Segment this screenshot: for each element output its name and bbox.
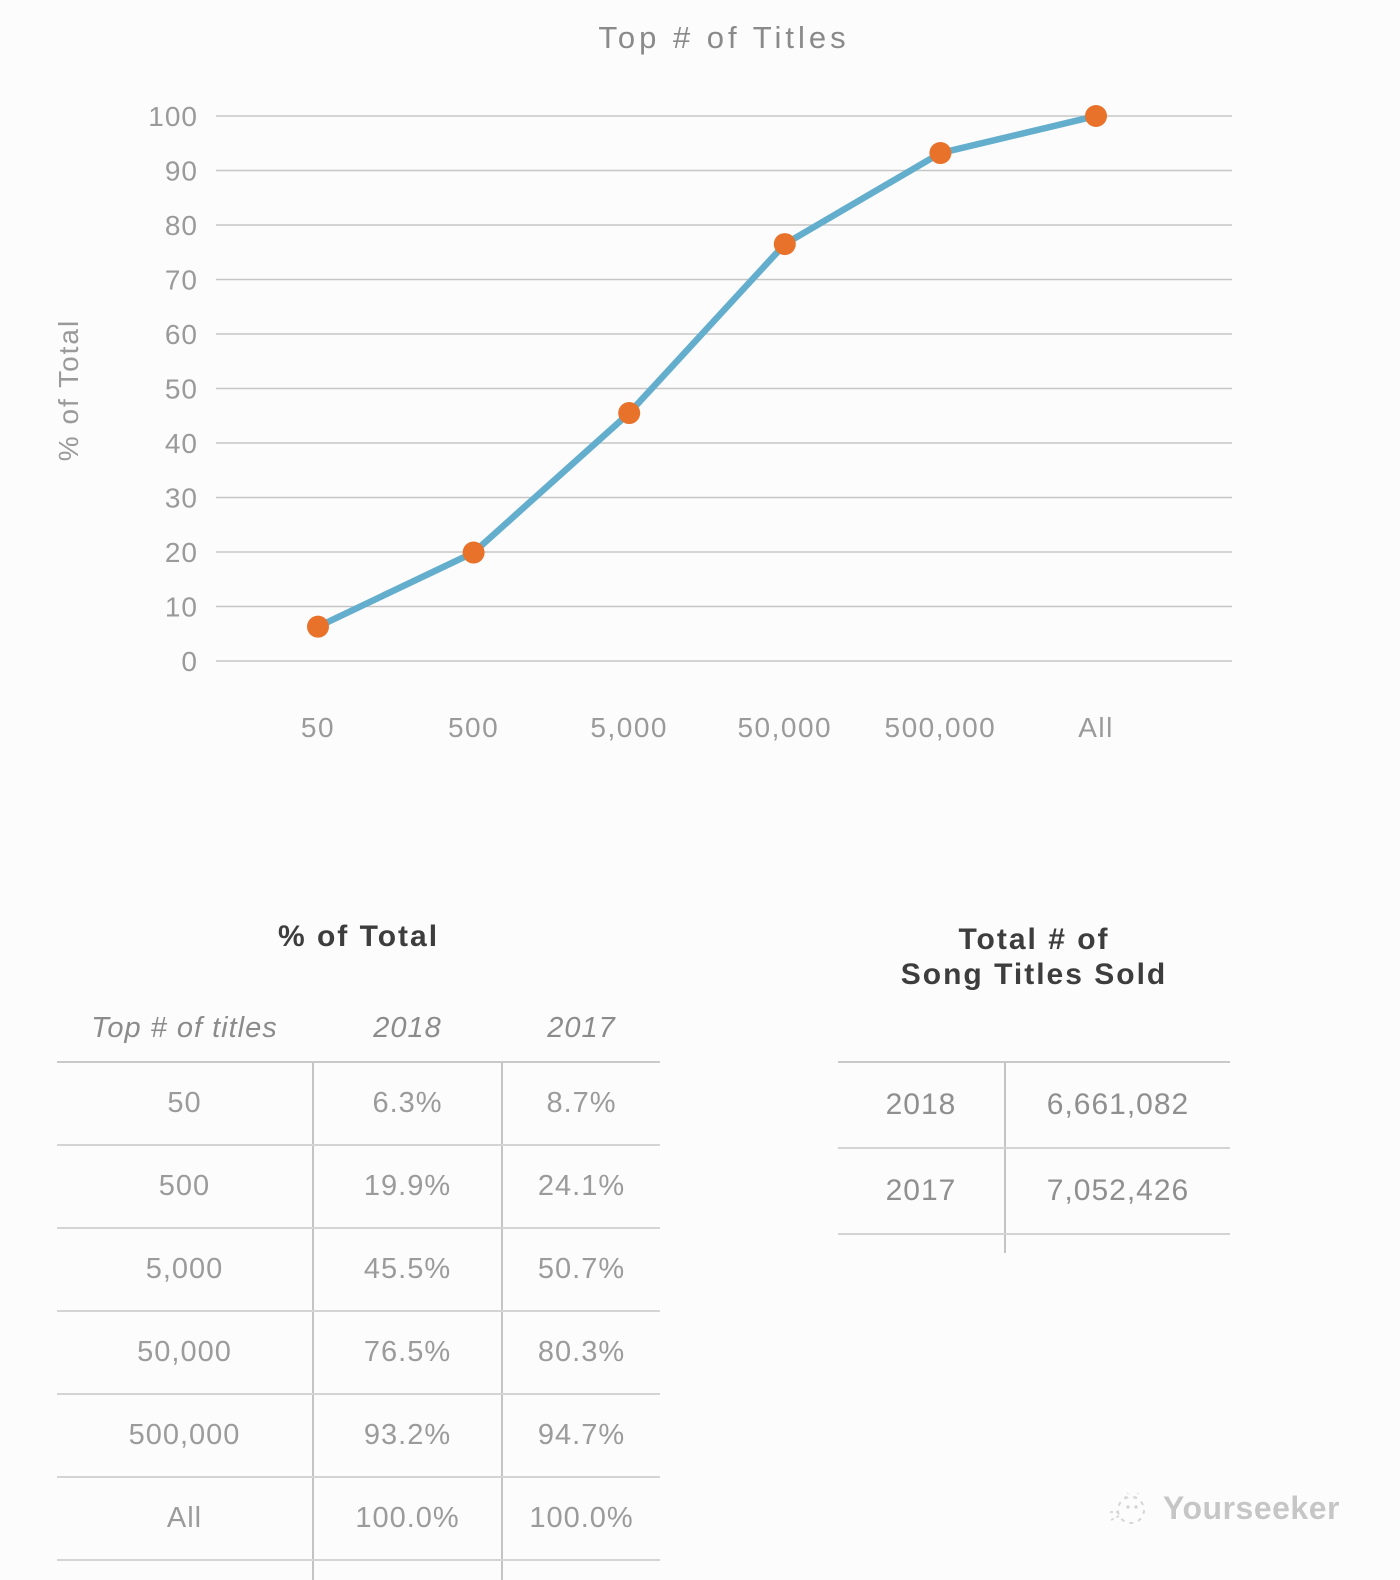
- data-point-marker: [462, 541, 485, 564]
- cell-2017: 94.7%: [537, 1419, 626, 1451]
- table-row: 50,000 76.5% 80.3%: [57, 1312, 660, 1395]
- y-tick-label: 80: [165, 210, 198, 241]
- y-axis-tick-labels: 0 10 20 30 40 50 60 70 80 90 100: [148, 101, 198, 677]
- cell-2018: 6.3%: [312, 1063, 503, 1144]
- cell-2017: 24.1%: [537, 1170, 626, 1202]
- cell-year: 2018: [838, 1063, 1006, 1147]
- totals-title-line2: Song Titles Sold: [900, 958, 1168, 991]
- y-tick-label: 60: [165, 319, 198, 350]
- column-header-2018: 2018: [373, 1011, 442, 1044]
- cell-2017: 50.7%: [537, 1253, 626, 1285]
- watermark-text: Yourseeker: [1163, 1489, 1340, 1526]
- y-tick-label: 70: [165, 265, 198, 296]
- cell-total: 7,052,426: [1046, 1174, 1190, 1207]
- x-tick-label: 500,000: [885, 712, 997, 743]
- y-tick-label: 90: [165, 156, 198, 187]
- y-tick-label: 40: [165, 428, 198, 459]
- percent-table: 50 6.3% 8.7% 500 19.9% 24.1% 5,000 45.5%…: [57, 1061, 660, 1580]
- totals-title-line1: Total # of: [958, 923, 1110, 956]
- data-point-marker: [929, 142, 952, 165]
- table-row: All 100.0% 100.0%: [57, 1478, 660, 1561]
- y-tick-label: 10: [165, 592, 198, 623]
- cell-label: 5,000: [145, 1253, 224, 1285]
- y-tick-label: 0: [181, 646, 198, 677]
- cell-2018: 76.5%: [312, 1312, 503, 1393]
- gridlines: [216, 115, 1232, 662]
- line-chart: Top # of Titles % of Total 0 10 20 30 40 50 60…: [53, 20, 1232, 743]
- percent-table-title: % of Total: [277, 920, 440, 953]
- x-axis-tick-labels: 50 500 5,000 50,000 500,000 All: [301, 712, 1114, 743]
- column-header-top-titles: Top # of titles: [91, 1011, 278, 1044]
- cell-2018: 100.0%: [312, 1478, 503, 1559]
- data-point-marker: [1085, 105, 1107, 127]
- table-row: 500 19.9% 24.1%: [57, 1146, 660, 1229]
- table-row: 2018 6,661,082: [838, 1063, 1230, 1149]
- table-row: 500,000 93.2% 94.7%: [57, 1395, 660, 1478]
- table-border-stub: [838, 1235, 1230, 1253]
- cell-2018: 45.5%: [312, 1229, 503, 1310]
- x-tick-label: All: [1078, 712, 1114, 743]
- totals-table-title: Total # of Song Titles Sold: [838, 922, 1230, 992]
- cell-label: 500,000: [128, 1419, 241, 1451]
- cell-2018: 19.9%: [312, 1146, 503, 1227]
- cell-2017: 8.7%: [546, 1087, 617, 1119]
- chart-title: Top # of Titles: [598, 20, 849, 55]
- totals-table: 2018 6,661,082 2017 7,052,426: [838, 1061, 1230, 1253]
- yourseeker-logo-icon: [1109, 1492, 1145, 1524]
- cell-2017: 80.3%: [537, 1336, 626, 1368]
- cell-label: 50,000: [137, 1336, 232, 1368]
- column-header-2017: 2017: [547, 1011, 616, 1044]
- data-point-markers: [307, 105, 1107, 638]
- table-row: 5,000 45.5% 50.7%: [57, 1229, 660, 1312]
- series-line-2018: [314, 112, 1100, 630]
- x-tick-label: 50: [301, 712, 335, 743]
- y-tick-label: 100: [148, 101, 198, 132]
- y-tick-label: 30: [165, 483, 198, 514]
- table-row: 2017 7,052,426: [838, 1149, 1230, 1235]
- x-tick-label: 500: [448, 712, 499, 743]
- table-border-stub: [57, 1561, 660, 1580]
- watermark: Yourseeker: [1105, 1486, 1340, 1530]
- x-tick-label: 50,000: [737, 712, 832, 743]
- cell-label: All: [166, 1502, 203, 1534]
- cell-total: 6,661,082: [1046, 1088, 1190, 1121]
- y-axis-title: % of Total: [53, 319, 84, 461]
- x-tick-label: 5,000: [590, 712, 668, 743]
- cell-year: 2017: [838, 1149, 1006, 1233]
- data-point-marker: [773, 233, 796, 256]
- percent-table-header: Top # of titles 2018 2017: [57, 995, 660, 1061]
- data-point-marker: [307, 615, 329, 638]
- table-row: 50 6.3% 8.7%: [57, 1063, 660, 1146]
- data-point-marker: [618, 402, 641, 425]
- y-tick-label: 50: [165, 374, 198, 405]
- cell-label: 50: [167, 1087, 202, 1119]
- cell-label: 500: [158, 1170, 211, 1202]
- cell-2018: 93.2%: [312, 1395, 503, 1476]
- y-tick-label: 20: [165, 537, 198, 568]
- cell-2017: 100.0%: [529, 1502, 634, 1534]
